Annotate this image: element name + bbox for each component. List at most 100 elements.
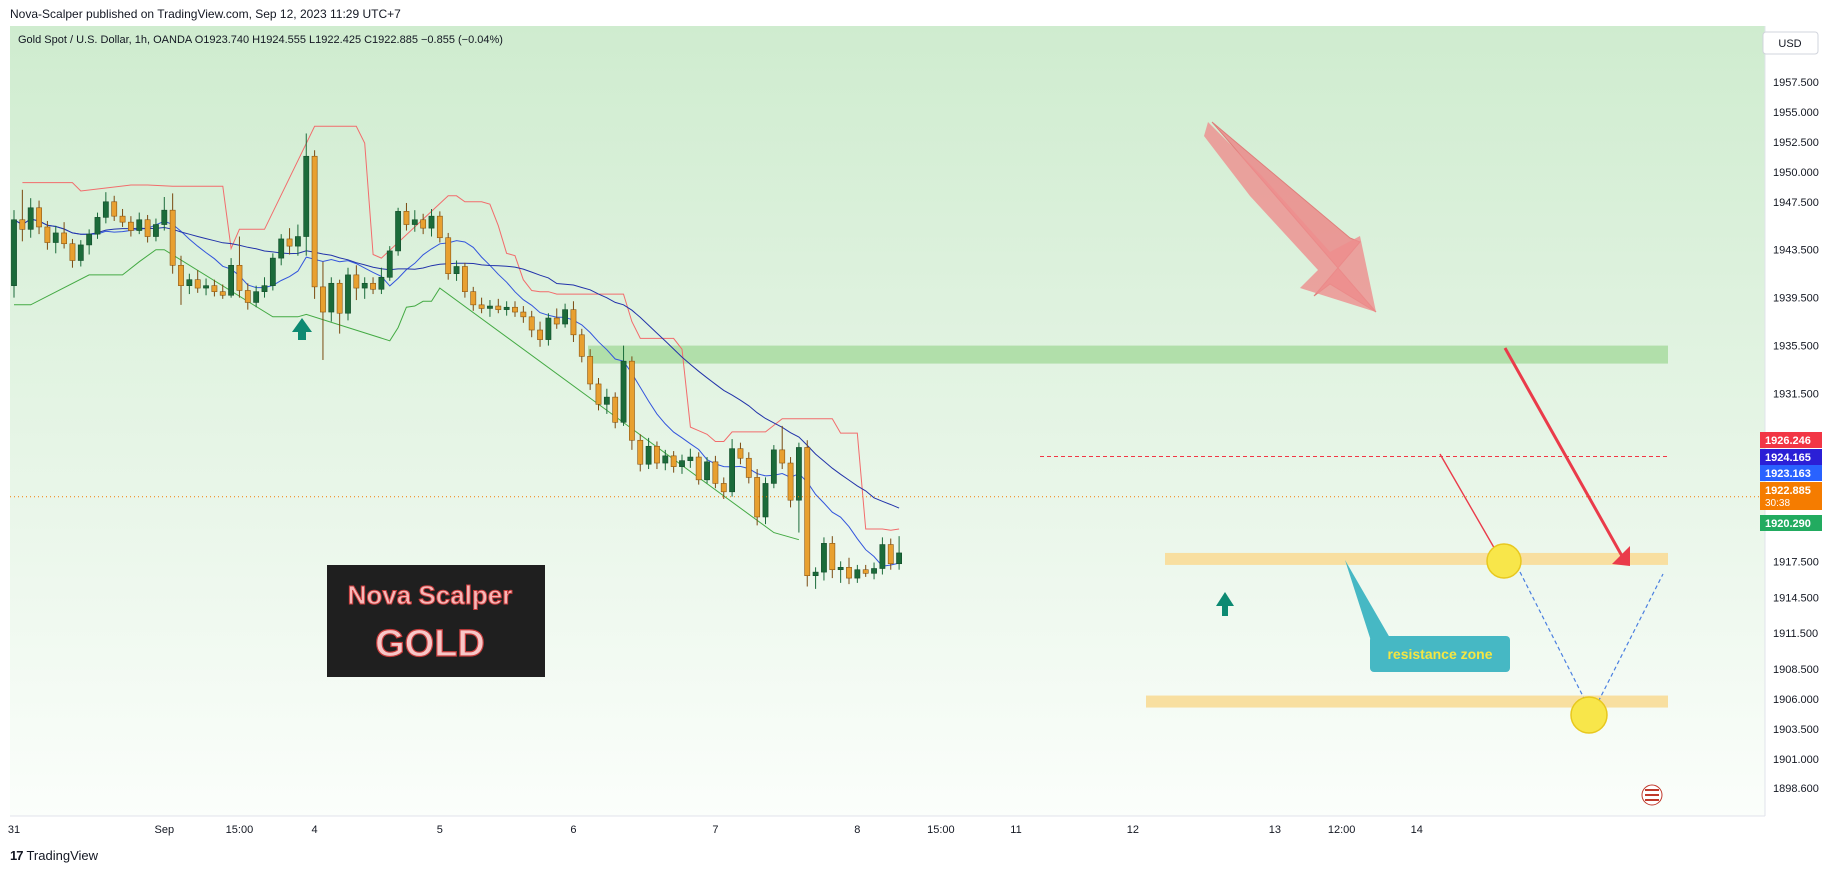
candle-down xyxy=(779,449,786,464)
big-down-arrow-body xyxy=(1204,122,1376,312)
forecast-thin-line xyxy=(1439,453,1501,559)
top-bar: Nova-Scalper published on TradingView.co… xyxy=(0,0,1835,26)
candle-down xyxy=(712,461,719,484)
price-tick: 1952.500 xyxy=(1773,137,1819,149)
candle-down xyxy=(169,209,176,266)
candle-up xyxy=(562,309,568,325)
candle-up xyxy=(645,445,652,465)
candle-up xyxy=(94,217,101,235)
candle-down xyxy=(720,483,727,493)
candle-up xyxy=(77,244,84,261)
support-zone-lower xyxy=(1146,695,1668,708)
candle-up xyxy=(328,282,335,313)
price-tick: 1908.500 xyxy=(1773,664,1819,676)
price-tick: 1950.000 xyxy=(1773,167,1819,179)
candle-down xyxy=(587,356,594,385)
candle-down xyxy=(69,243,76,261)
buy-signal-arrow-1 xyxy=(292,318,312,340)
candle-up xyxy=(854,569,861,579)
candle-down xyxy=(654,445,660,464)
candle-down xyxy=(236,264,243,291)
candle-down xyxy=(745,457,752,478)
time-tick: 6 xyxy=(570,824,576,836)
candle-down xyxy=(19,219,26,230)
candle-down xyxy=(111,201,118,217)
watermark-shade xyxy=(327,565,545,677)
time-tick: 15:00 xyxy=(226,824,254,836)
candle-down xyxy=(178,264,184,286)
candle-down xyxy=(353,274,360,289)
candle-up xyxy=(378,276,385,290)
tv-logo-icon: 17 xyxy=(10,848,24,863)
currency-button-label: USD xyxy=(1778,38,1801,50)
price-tick: 1903.500 xyxy=(1773,724,1819,736)
price-tick: 1901.000 xyxy=(1773,754,1819,766)
price-label-tag xyxy=(1760,515,1822,531)
candle-down xyxy=(36,207,42,228)
candle-up xyxy=(278,238,285,259)
callout-pointer xyxy=(1345,560,1390,644)
currency-button xyxy=(1762,31,1819,55)
tradingview-logo[interactable]: 17 TradingView xyxy=(10,848,98,863)
projection-down-line xyxy=(1519,571,1593,715)
candle-down xyxy=(320,286,326,313)
candle-up xyxy=(186,279,193,286)
time-tick: 13 xyxy=(1269,824,1281,836)
price-tick: 1906.000 xyxy=(1773,694,1819,706)
candle-down xyxy=(445,237,452,274)
candle-down xyxy=(336,282,343,314)
time-tick: Sep xyxy=(155,824,175,836)
candle-up xyxy=(269,257,276,286)
price-label-tag xyxy=(1760,432,1822,448)
candle-up xyxy=(345,274,351,314)
price-tick: 1935.500 xyxy=(1773,341,1819,353)
candle-down xyxy=(528,316,535,331)
price-tick: 1957.500 xyxy=(1773,77,1819,89)
plot-background xyxy=(10,26,1765,816)
candle-down xyxy=(787,462,794,501)
candle-up xyxy=(679,460,685,467)
candle-down xyxy=(403,211,410,225)
candle-up xyxy=(837,567,844,571)
target-circle-lower xyxy=(1570,696,1608,734)
candle-up xyxy=(27,207,34,230)
candle-up xyxy=(386,250,393,278)
candle-down xyxy=(420,219,427,229)
candle-up xyxy=(102,201,109,218)
trailing-stop-green xyxy=(14,249,800,541)
candle-up xyxy=(687,456,694,461)
candle-down xyxy=(612,396,619,423)
candle-up xyxy=(294,236,301,247)
candle-up xyxy=(303,155,310,237)
candle-down xyxy=(887,544,894,565)
candle-up xyxy=(896,552,902,565)
candle-down xyxy=(846,567,852,579)
price-label-tag xyxy=(1760,449,1822,465)
candle-up xyxy=(361,282,368,289)
candle-down xyxy=(211,285,218,292)
price-tick: 1911.500 xyxy=(1773,628,1818,640)
price-tick: 1931.500 xyxy=(1773,389,1819,401)
candle-down xyxy=(219,291,226,296)
candle-down xyxy=(128,221,134,231)
candle-up xyxy=(812,571,819,577)
time-tick: 14 xyxy=(1411,824,1423,836)
candle-down xyxy=(194,279,201,289)
resistance-zone-upper xyxy=(1165,552,1668,565)
callout-box xyxy=(1370,636,1510,672)
candle-up xyxy=(729,448,735,493)
target-circle-upper xyxy=(1486,543,1522,579)
candle-down xyxy=(804,447,811,577)
candle-down xyxy=(670,455,677,467)
price-label-tag xyxy=(1760,482,1822,510)
candle-up xyxy=(153,224,159,237)
candle-down xyxy=(512,306,518,313)
price-chart[interactable]: resistance zone Nova Scalper GOLD Gold Spot… xyxy=(0,26,1835,843)
candle-up xyxy=(662,455,669,464)
symbol-line: Gold Spot / U.S. Dollar, 1h, OANDA O1923… xyxy=(18,34,503,46)
candle-down xyxy=(628,360,635,441)
candle-up xyxy=(545,317,552,340)
price-tick: 1914.500 xyxy=(1773,592,1819,604)
candle-down xyxy=(595,383,602,405)
forecast-arrow-head xyxy=(1612,546,1630,566)
